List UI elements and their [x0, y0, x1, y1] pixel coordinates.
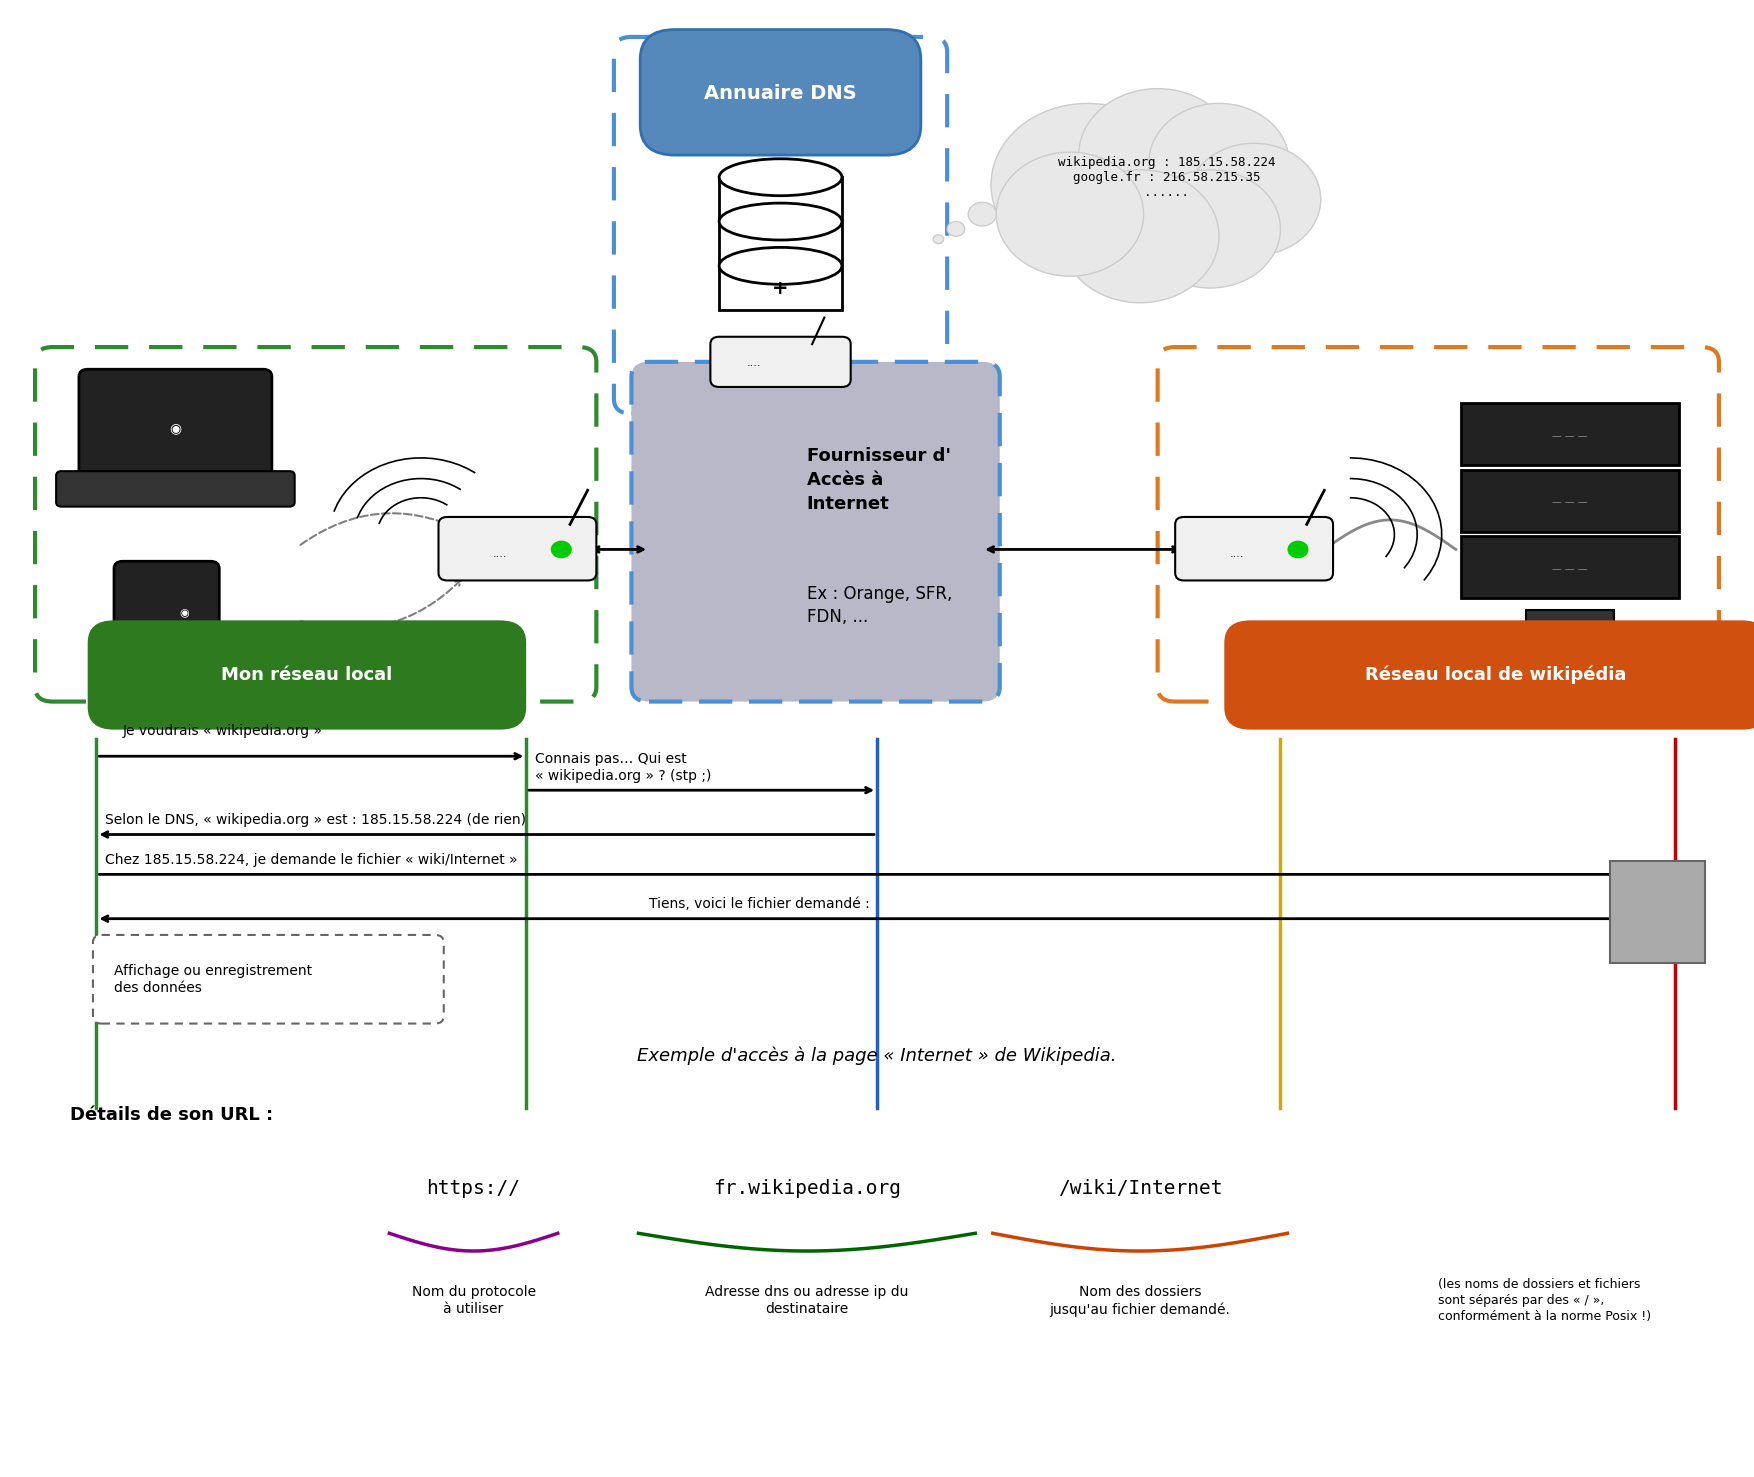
Text: Nom des dossiers
jusqu'au fichier demandé.: Nom des dossiers jusqu'au fichier demand… — [1049, 1285, 1231, 1317]
Ellipse shape — [719, 158, 842, 196]
Circle shape — [1187, 143, 1321, 256]
Circle shape — [551, 541, 572, 558]
Text: — — —: — — — — [1552, 564, 1587, 573]
Text: — — —: — — — — [1552, 431, 1587, 440]
Text: https://: https:// — [426, 1180, 521, 1198]
Text: Nom du protocole
à utiliser: Nom du protocole à utiliser — [412, 1285, 535, 1316]
FancyBboxPatch shape — [1610, 861, 1705, 963]
Text: Affichage ou enregistrement
des données: Affichage ou enregistrement des données — [114, 963, 312, 995]
Circle shape — [1149, 103, 1289, 222]
FancyBboxPatch shape — [1461, 536, 1679, 598]
FancyBboxPatch shape — [93, 935, 444, 1024]
Text: ....: .... — [1230, 549, 1244, 558]
Text: /wiki/Internet: /wiki/Internet — [1058, 1180, 1223, 1198]
Text: Tiens, voici le fichier demandé :: Tiens, voici le fichier demandé : — [649, 898, 870, 911]
FancyBboxPatch shape — [710, 337, 851, 387]
FancyBboxPatch shape — [1175, 517, 1333, 580]
Ellipse shape — [719, 248, 842, 285]
Circle shape — [996, 152, 1144, 276]
Text: Mon réseau local: Mon réseau local — [221, 666, 393, 684]
Text: ◉: ◉ — [170, 421, 181, 436]
Circle shape — [933, 235, 944, 244]
FancyBboxPatch shape — [88, 620, 526, 730]
FancyBboxPatch shape — [79, 369, 272, 487]
Circle shape — [991, 103, 1184, 266]
FancyBboxPatch shape — [1461, 403, 1679, 465]
Text: Connais pas… Qui est
« wikipedia.org » ? (stp ;): Connais pas… Qui est « wikipedia.org » ?… — [535, 752, 712, 783]
Text: ◉: ◉ — [179, 609, 189, 617]
FancyBboxPatch shape — [640, 30, 921, 155]
FancyBboxPatch shape — [631, 362, 1000, 702]
FancyBboxPatch shape — [1526, 610, 1614, 628]
Text: — — —: — — — — [1552, 498, 1587, 507]
Text: Réseau local de wikipédia: Réseau local de wikipédia — [1365, 666, 1628, 684]
Text: Exemple d'accès à la page « Internet » de Wikipedia.: Exemple d'accès à la page « Internet » d… — [637, 1047, 1117, 1065]
Ellipse shape — [719, 202, 842, 241]
Circle shape — [1061, 170, 1219, 303]
FancyBboxPatch shape — [1224, 620, 1754, 730]
Circle shape — [1287, 541, 1308, 558]
Text: fr.wikipedia.org: fr.wikipedia.org — [712, 1180, 902, 1198]
Text: Adresse dns ou adresse ip du
destinataire: Adresse dns ou adresse ip du destinatair… — [705, 1285, 909, 1316]
Text: Chez 185.15.58.224, je demande le fichier « wiki/Internet »: Chez 185.15.58.224, je demande le fichie… — [105, 854, 517, 867]
FancyBboxPatch shape — [56, 471, 295, 507]
Text: (les noms de dossiers et fichiers
sont séparés par des « / »,
conformément à la : (les noms de dossiers et fichiers sont s… — [1438, 1278, 1652, 1322]
Text: ....: .... — [493, 549, 507, 558]
FancyBboxPatch shape — [1461, 470, 1679, 532]
Circle shape — [1140, 170, 1280, 288]
Text: Fournisseur d'
Accès à
Internet: Fournisseur d' Accès à Internet — [807, 448, 951, 513]
FancyBboxPatch shape — [114, 561, 219, 679]
FancyBboxPatch shape — [438, 517, 596, 580]
Text: Je voudrais « wikipedia.org »: Je voudrais « wikipedia.org » — [123, 725, 323, 738]
Circle shape — [1079, 89, 1237, 222]
Text: Ex : Orange, SFR,
FDN, ...: Ex : Orange, SFR, FDN, ... — [807, 585, 952, 626]
Text: +: + — [772, 279, 789, 297]
Text: Annuaire DNS: Annuaire DNS — [703, 84, 858, 102]
Text: Selon le DNS, « wikipedia.org » est : 185.15.58.224 (de rien): Selon le DNS, « wikipedia.org » est : 18… — [105, 814, 526, 827]
FancyBboxPatch shape — [719, 177, 842, 310]
Circle shape — [947, 222, 965, 236]
Circle shape — [968, 202, 996, 226]
Text: wikipedia.org : 185.15.58.224
google.fr : 216.58.215.35
......: wikipedia.org : 185.15.58.224 google.fr … — [1058, 155, 1275, 199]
Text: ....: .... — [747, 359, 761, 368]
Text: Détails de son URL :: Détails de son URL : — [70, 1106, 274, 1124]
